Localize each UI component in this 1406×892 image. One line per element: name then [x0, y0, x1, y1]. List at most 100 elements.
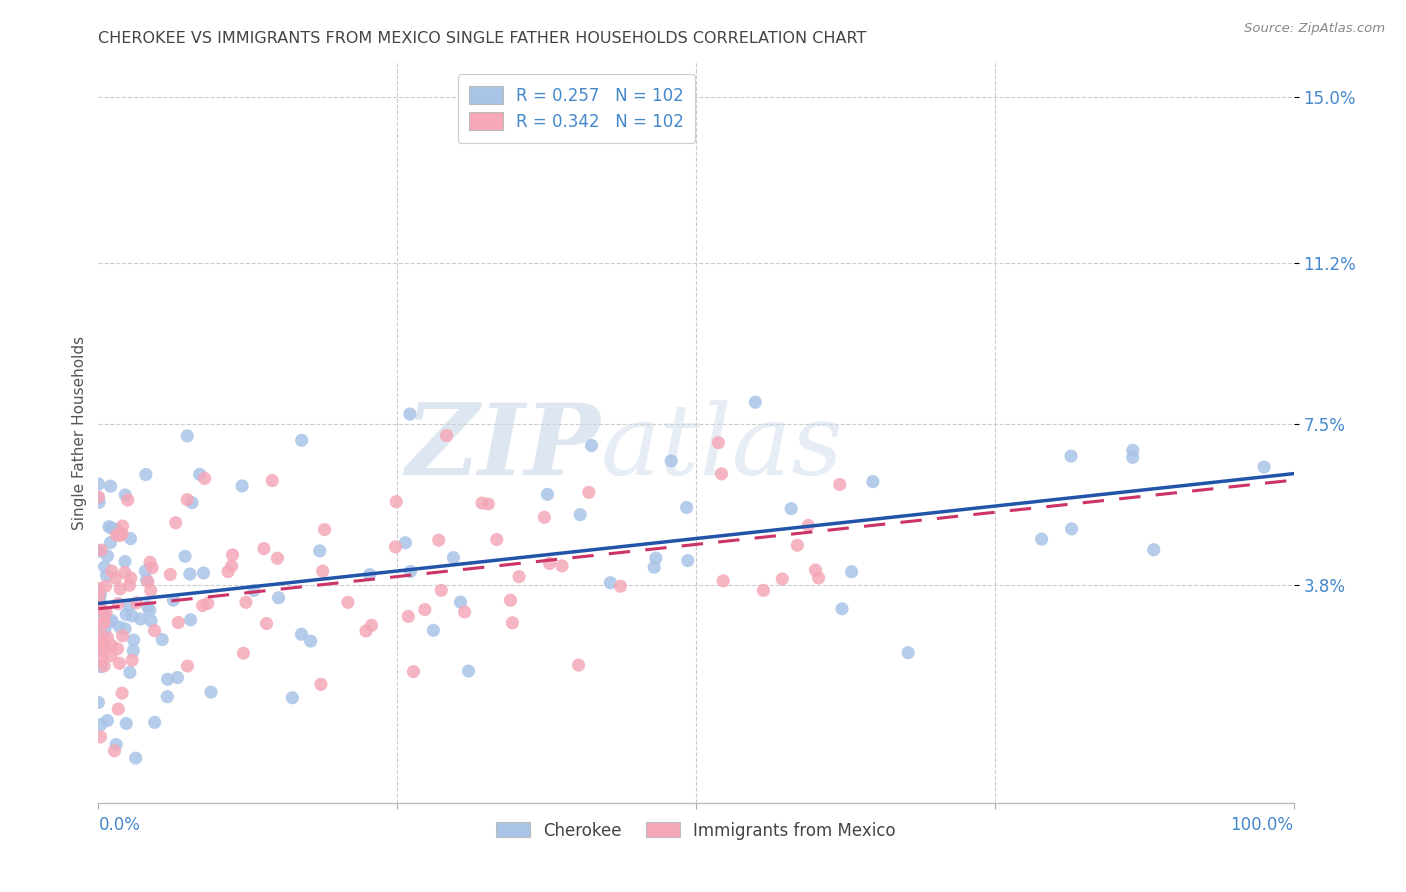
Text: 0.0%: 0.0% — [98, 816, 141, 834]
Point — [659, 454, 682, 468]
Point — [125, 596, 148, 610]
Point — [599, 575, 621, 590]
Point — [89, 588, 111, 602]
Point — [107, 597, 129, 611]
Point — [105, 738, 128, 752]
Point — [87, 582, 110, 596]
Point — [114, 555, 136, 569]
Point — [538, 557, 561, 571]
Point — [262, 474, 284, 488]
Point — [235, 595, 257, 609]
Point — [87, 477, 110, 491]
Point — [394, 535, 416, 549]
Point — [359, 567, 381, 582]
Point — [291, 434, 314, 448]
Point — [299, 634, 322, 648]
Point — [96, 549, 118, 563]
Point — [231, 479, 253, 493]
Point — [194, 471, 217, 485]
Point — [1060, 522, 1083, 536]
Point — [430, 583, 453, 598]
Point — [221, 559, 243, 574]
Point — [176, 429, 198, 443]
Point — [141, 560, 163, 574]
Point — [93, 615, 115, 629]
Point — [499, 593, 522, 607]
Point — [770, 572, 793, 586]
Point — [96, 568, 118, 582]
Point — [256, 616, 278, 631]
Point — [91, 639, 114, 653]
Point — [221, 548, 243, 562]
Point — [176, 659, 198, 673]
Text: Source: ZipAtlas.com: Source: ZipAtlas.com — [1244, 22, 1385, 36]
Point — [780, 501, 803, 516]
Y-axis label: Single Father Households: Single Father Households — [72, 335, 87, 530]
Point — [122, 633, 145, 648]
Point — [354, 624, 377, 638]
Point — [804, 563, 827, 577]
Point — [93, 658, 115, 673]
Point — [1122, 443, 1144, 458]
Point — [89, 588, 111, 602]
Point — [427, 533, 450, 548]
Point — [94, 606, 117, 620]
Point — [413, 602, 436, 616]
Point — [100, 521, 122, 535]
Point — [707, 435, 730, 450]
Point — [807, 571, 830, 585]
Point — [862, 475, 884, 489]
Point — [87, 635, 110, 649]
Point — [111, 519, 134, 533]
Point — [118, 665, 141, 680]
Point — [471, 496, 494, 510]
Point — [314, 523, 336, 537]
Point — [336, 595, 359, 609]
Point — [232, 646, 254, 660]
Point — [710, 467, 733, 481]
Point — [107, 641, 129, 656]
Point — [107, 702, 129, 716]
Point — [105, 528, 128, 542]
Point — [457, 664, 479, 678]
Point — [105, 523, 128, 537]
Point — [97, 519, 120, 533]
Point — [122, 643, 145, 657]
Point — [174, 549, 197, 564]
Point — [108, 582, 131, 596]
Point — [117, 493, 139, 508]
Point — [134, 564, 156, 578]
Point — [797, 518, 820, 533]
Point — [96, 631, 118, 645]
Point — [139, 604, 162, 618]
Point — [180, 613, 202, 627]
Point — [136, 574, 159, 589]
Point — [581, 439, 603, 453]
Point — [609, 579, 631, 593]
Point — [87, 593, 110, 607]
Point — [266, 551, 288, 566]
Point — [94, 623, 117, 637]
Point — [100, 639, 122, 653]
Point — [165, 516, 187, 530]
Text: atlas: atlas — [600, 400, 844, 495]
Point — [87, 599, 110, 613]
Point — [121, 653, 143, 667]
Point — [115, 607, 138, 622]
Point — [100, 535, 122, 549]
Point — [156, 690, 179, 704]
Point — [90, 717, 112, 731]
Point — [396, 609, 419, 624]
Point — [118, 599, 141, 613]
Point — [1253, 460, 1275, 475]
Point — [89, 622, 111, 636]
Point — [536, 487, 558, 501]
Point — [841, 565, 863, 579]
Point — [89, 595, 111, 609]
Point — [124, 751, 146, 765]
Point — [136, 599, 159, 614]
Point — [108, 657, 131, 671]
Point — [87, 600, 110, 615]
Point — [139, 583, 162, 598]
Point — [281, 690, 304, 705]
